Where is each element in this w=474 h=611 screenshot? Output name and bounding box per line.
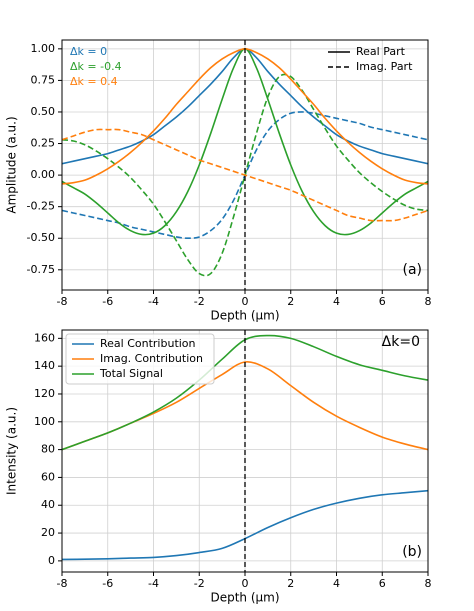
y-tick-label: 120 — [34, 387, 55, 400]
y-tick-label: 0.25 — [31, 137, 56, 150]
x-tick-label: -8 — [57, 577, 68, 590]
y-tick-label: 0.75 — [31, 73, 56, 86]
y-tick-label: 80 — [41, 443, 55, 456]
legend-label: Imag. Part — [356, 60, 413, 73]
y-tick-label: 1.00 — [31, 42, 56, 55]
y-tick-label: 0.00 — [31, 168, 56, 181]
y-tick-label: 140 — [34, 359, 55, 372]
annotation: (a) — [402, 262, 422, 278]
legend-label: Δk = 0 — [70, 45, 107, 58]
legend-label: Imag. Contribution — [100, 352, 203, 365]
y-tick-label: 20 — [41, 526, 55, 539]
x-tick-label: 2 — [287, 577, 294, 590]
y-tick-label: -0.50 — [27, 231, 55, 244]
x-tick-label: 6 — [379, 295, 386, 308]
legend-label: Total Signal — [99, 367, 163, 380]
x-tick-label: -2 — [194, 577, 205, 590]
x-tick-label: -2 — [194, 295, 205, 308]
x-axis-label: Depth (μm) — [210, 309, 279, 323]
y-tick-label: 100 — [34, 415, 55, 428]
x-tick-label: 4 — [333, 295, 340, 308]
legend-label: Δk = -0.4 — [70, 60, 122, 73]
legend-label: Δk = 0.4 — [70, 75, 118, 88]
y-axis-label: Intensity (a.u.) — [5, 407, 19, 495]
x-tick-label: 2 — [287, 295, 294, 308]
x-tick-label: 8 — [425, 577, 432, 590]
x-tick-label: -8 — [57, 295, 68, 308]
x-tick-label: -4 — [148, 577, 159, 590]
x-tick-label: -6 — [102, 295, 113, 308]
x-axis-label: Depth (μm) — [210, 591, 279, 605]
y-tick-label: -0.75 — [27, 263, 55, 276]
chart-title: Δk=0 — [382, 334, 420, 350]
y-tick-label: -0.25 — [27, 200, 55, 213]
data-line — [62, 128, 428, 222]
y-tick-label: 40 — [41, 498, 55, 511]
legend-label: Real Contribution — [100, 337, 196, 350]
legend-label: Real Part — [356, 45, 406, 58]
x-tick-label: -4 — [148, 295, 159, 308]
y-tick-label: 0.50 — [31, 105, 56, 118]
x-tick-label: 0 — [242, 295, 249, 308]
x-tick-label: 0 — [242, 577, 249, 590]
x-tick-label: -6 — [102, 577, 113, 590]
x-tick-label: 6 — [379, 577, 386, 590]
x-tick-label: 8 — [425, 295, 432, 308]
y-axis-label: Amplitude (a.u.) — [5, 116, 19, 213]
x-tick-label: 4 — [333, 577, 340, 590]
plot-frame — [61, 39, 429, 291]
y-tick-label: 0 — [48, 554, 55, 567]
y-tick-label: 160 — [34, 331, 55, 344]
plot-frame — [61, 329, 429, 573]
legend-box — [65, 333, 215, 385]
annotation: (b) — [402, 544, 422, 560]
y-tick-label: 60 — [41, 470, 55, 483]
